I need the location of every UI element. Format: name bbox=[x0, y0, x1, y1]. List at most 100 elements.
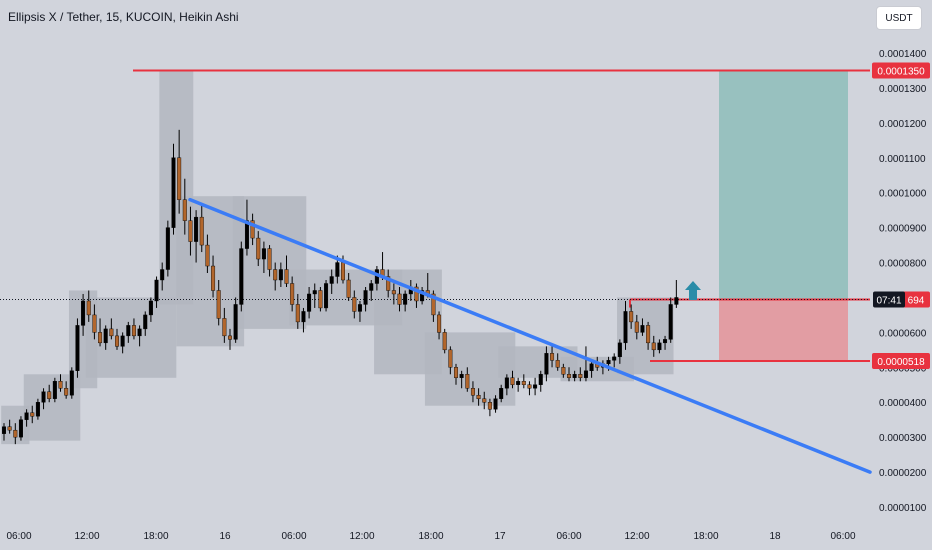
chart-title: Ellipsis X / Tether, 15, KUCOIN, Heikin … bbox=[8, 10, 239, 24]
time-tick-label: 18 bbox=[769, 531, 781, 542]
time-axis[interactable]: 06:00 12:00 18:00 16 06:00 12:00 18:00 17 06:00 1… bbox=[6, 531, 855, 542]
candle bbox=[329, 269, 334, 294]
time-tick-label: 06:00 bbox=[556, 531, 581, 542]
candle-body bbox=[329, 276, 334, 284]
candle bbox=[126, 321, 131, 343]
candle-body bbox=[58, 381, 63, 389]
candles-layer bbox=[2, 129, 679, 445]
candle bbox=[544, 346, 549, 382]
candle bbox=[2, 423, 6, 441]
candle-body bbox=[47, 391, 52, 399]
candle-body bbox=[346, 279, 351, 298]
price-tick-label: 0.0001300 bbox=[879, 84, 927, 95]
candle-body bbox=[239, 248, 244, 305]
currency-button[interactable]: USDT bbox=[876, 6, 922, 30]
candle bbox=[363, 286, 368, 312]
candle-body bbox=[148, 300, 153, 316]
time-tick-label: 12:00 bbox=[624, 531, 649, 542]
candle-body bbox=[154, 279, 159, 302]
candle bbox=[35, 398, 40, 420]
candle-body bbox=[2, 426, 6, 434]
candle bbox=[646, 321, 651, 350]
time-tick-label: 17 bbox=[494, 531, 506, 542]
candle-body bbox=[510, 377, 515, 385]
candle bbox=[448, 346, 453, 375]
candle bbox=[634, 314, 639, 340]
candle bbox=[312, 283, 317, 308]
candle-body bbox=[493, 398, 498, 410]
candle-body bbox=[143, 314, 148, 330]
candle bbox=[160, 262, 165, 291]
candle-body bbox=[629, 311, 634, 323]
candle bbox=[143, 311, 148, 336]
candle-body bbox=[273, 269, 278, 281]
candle bbox=[227, 328, 232, 350]
price-axis[interactable]: 0.0001400 0.0001300 0.0001200 0.0001100 0.00… bbox=[879, 49, 927, 514]
candle bbox=[465, 367, 470, 392]
candle bbox=[301, 307, 306, 333]
candle-body bbox=[18, 419, 23, 438]
support-price-tag: 0.0000518 bbox=[877, 357, 925, 368]
descending-trendline[interactable] bbox=[188, 197, 872, 474]
candle bbox=[273, 262, 278, 291]
candle bbox=[623, 300, 628, 350]
candle bbox=[211, 255, 216, 298]
candle bbox=[177, 129, 182, 214]
candle-body bbox=[578, 374, 583, 378]
candle-body bbox=[35, 402, 40, 417]
candle-body bbox=[278, 269, 283, 281]
time-tick-label: 06:00 bbox=[6, 531, 31, 542]
price-tick-label: 0.0000800 bbox=[879, 259, 927, 270]
candle bbox=[493, 395, 498, 413]
candle bbox=[617, 339, 622, 364]
candle-body bbox=[420, 290, 425, 302]
candle-body bbox=[674, 297, 679, 305]
candle-body bbox=[369, 283, 374, 291]
candle-body bbox=[171, 157, 176, 228]
candle bbox=[663, 335, 668, 350]
candle-body bbox=[538, 374, 543, 385]
candle-body bbox=[24, 412, 29, 420]
time-tick-label: 18:00 bbox=[418, 531, 443, 542]
entry-price-tag-bg bbox=[902, 291, 930, 308]
candle bbox=[657, 339, 662, 354]
candle-body bbox=[177, 157, 182, 200]
candle bbox=[397, 286, 402, 312]
candle-body bbox=[131, 325, 136, 337]
candle-body bbox=[521, 381, 526, 385]
candle bbox=[578, 367, 583, 382]
candle bbox=[284, 255, 289, 287]
candle bbox=[194, 210, 199, 263]
candle-body bbox=[657, 342, 662, 351]
candle bbox=[47, 384, 52, 403]
price-tick-label: 0.0000400 bbox=[879, 398, 927, 409]
candle-body bbox=[454, 367, 459, 378]
candle bbox=[324, 280, 329, 312]
candle-body bbox=[211, 265, 216, 291]
candle bbox=[470, 381, 475, 403]
stop-zone[interactable] bbox=[719, 299, 848, 362]
target-zone[interactable] bbox=[719, 70, 848, 300]
trendline-layer[interactable] bbox=[188, 197, 872, 474]
candle bbox=[459, 370, 464, 389]
candle bbox=[250, 213, 255, 246]
candle bbox=[120, 332, 125, 354]
candle-body bbox=[640, 325, 645, 333]
candle bbox=[239, 241, 244, 312]
candle bbox=[188, 206, 193, 256]
candle bbox=[222, 307, 227, 343]
candle bbox=[137, 325, 142, 347]
candle-body bbox=[64, 388, 69, 396]
candle bbox=[437, 311, 442, 340]
candle-body bbox=[533, 384, 538, 389]
candle bbox=[171, 143, 176, 235]
candle bbox=[369, 280, 374, 301]
candle-body bbox=[307, 293, 312, 312]
candle bbox=[629, 304, 634, 329]
candle-body bbox=[194, 216, 199, 242]
candle-body bbox=[312, 290, 317, 295]
candle-body bbox=[41, 391, 46, 403]
price-tick-label: 0.0001100 bbox=[879, 154, 926, 165]
